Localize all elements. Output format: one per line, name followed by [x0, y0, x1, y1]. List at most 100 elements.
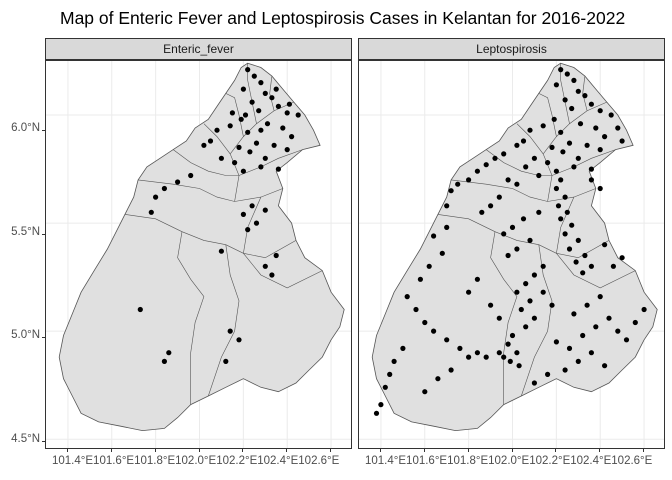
case-point	[466, 354, 472, 360]
case-point	[253, 140, 260, 146]
case-point	[378, 402, 384, 408]
y-tick-label: 4.5°N	[11, 433, 40, 445]
x-tick-labels-panel2: 101.4°E101.6°E101.8°E102.0°E102.2°E102.4…	[365, 455, 653, 467]
case-point	[286, 101, 292, 107]
case-point	[575, 155, 581, 161]
district-boundary	[243, 253, 323, 289]
case-point	[505, 252, 511, 259]
case-point	[602, 363, 608, 369]
case-point	[545, 371, 551, 377]
x-tick-mark	[154, 449, 156, 452]
case-point	[615, 328, 621, 334]
case-point	[540, 263, 546, 269]
case-point	[258, 127, 264, 133]
case-point	[523, 324, 529, 330]
case-point	[580, 270, 586, 276]
case-point	[531, 315, 537, 321]
case-point	[571, 77, 577, 83]
x-tick-mark	[643, 449, 645, 452]
case-point	[562, 97, 568, 103]
district-boundary	[521, 244, 553, 397]
case-point	[240, 168, 246, 174]
y-tick-mark	[42, 130, 45, 131]
case-point	[536, 172, 542, 179]
case-point	[188, 172, 194, 179]
case-point	[619, 255, 625, 261]
x-tick-labels-panel1: 101.4°E101.6°E101.8°E102.0°E102.2°E102.4…	[52, 455, 340, 467]
case-point	[245, 67, 251, 73]
case-point	[466, 177, 472, 183]
y-tick-mark	[42, 441, 45, 442]
x-tick-mark	[66, 449, 68, 452]
case-point	[531, 272, 537, 278]
case-point	[262, 155, 268, 161]
case-point	[273, 86, 279, 92]
case-point	[641, 306, 647, 313]
case-point	[505, 341, 511, 347]
case-point	[258, 80, 264, 86]
district-boundary	[177, 231, 205, 405]
case-point	[516, 363, 522, 369]
case-point	[223, 358, 229, 364]
case-point	[444, 337, 450, 343]
district-boundary	[124, 214, 297, 259]
case-point	[562, 194, 568, 200]
case-point	[466, 289, 472, 295]
case-point	[509, 224, 516, 230]
case-point	[236, 337, 242, 343]
case-point	[444, 224, 450, 230]
chart-title: Map of Enteric Fever and Leptospirosis C…	[60, 8, 626, 28]
district-boundary	[551, 149, 616, 176]
case-point	[448, 188, 454, 194]
x-tick-mark	[242, 449, 244, 452]
case-point	[245, 129, 251, 135]
case-point	[496, 315, 502, 321]
case-point	[382, 384, 388, 390]
case-point	[571, 311, 577, 317]
map-svg	[46, 61, 351, 448]
case-point	[435, 376, 441, 382]
case-point	[540, 123, 546, 129]
case-point	[577, 121, 584, 127]
case-point	[373, 410, 380, 416]
case-point	[584, 302, 590, 308]
case-point	[247, 149, 253, 155]
case-point	[558, 129, 564, 135]
case-point	[236, 144, 242, 150]
case-point	[588, 166, 594, 172]
case-point	[571, 164, 577, 170]
case-point	[575, 358, 581, 364]
case-point	[523, 164, 529, 170]
case-point	[262, 90, 268, 96]
case-point	[295, 112, 301, 118]
case-point	[566, 345, 573, 351]
case-point	[582, 252, 588, 259]
case-point	[562, 231, 568, 237]
case-point	[422, 319, 428, 326]
case-point	[275, 103, 281, 109]
case-point	[153, 194, 159, 200]
case-point	[558, 177, 564, 183]
case-point	[218, 248, 224, 254]
district-boundary	[538, 93, 557, 137]
district-boundary	[173, 149, 239, 176]
x-tick-mark	[555, 449, 557, 452]
case-point	[551, 116, 557, 122]
district-boundary	[269, 76, 275, 111]
case-point	[566, 140, 573, 146]
case-point	[575, 237, 581, 243]
case-point	[553, 185, 559, 192]
case-point	[488, 302, 494, 308]
case-point	[514, 246, 520, 252]
case-point	[588, 177, 594, 183]
case-point	[531, 380, 537, 386]
district-boundary	[556, 196, 575, 254]
case-point	[501, 354, 507, 360]
case-point	[536, 209, 542, 215]
case-point	[509, 332, 516, 339]
case-point	[431, 328, 437, 334]
kelantan-outline	[371, 62, 658, 432]
case-point	[474, 350, 480, 356]
case-point	[562, 367, 568, 373]
case-point	[227, 123, 233, 129]
